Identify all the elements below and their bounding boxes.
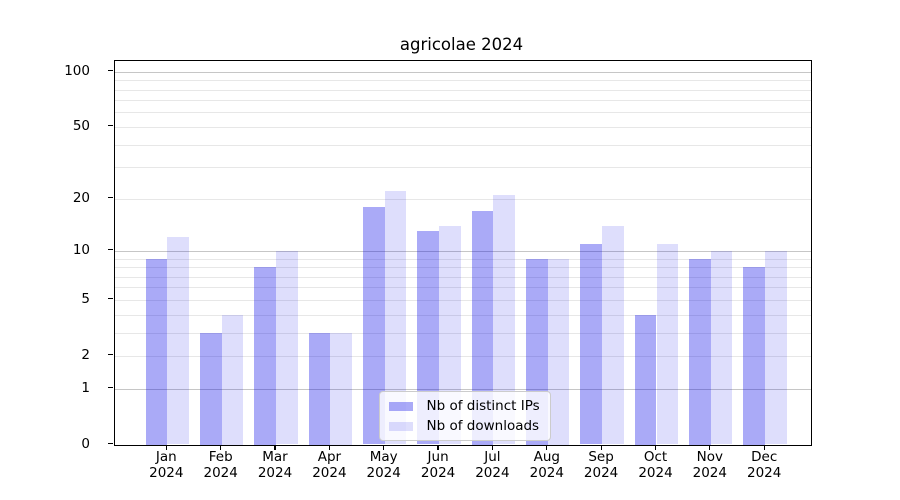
bar-may-distinct-ips (363, 206, 385, 445)
y-tick-label-100: 100 (64, 62, 90, 79)
gridline-minor-3 (114, 332, 811, 334)
bar-jan-downloads (167, 237, 189, 445)
gridline-minor-30 (114, 167, 811, 169)
bar-dec-downloads (765, 250, 787, 445)
x-tick-mark-nov (709, 445, 711, 450)
y-tick-mark-20 (108, 196, 113, 199)
plot-area: Nb of distinct IPs Nb of downloads (113, 60, 812, 446)
bar-jul-downloads (493, 194, 516, 445)
legend-swatch-ips (388, 401, 413, 411)
gridline-minor-60 (114, 112, 811, 114)
bar-oct-downloads (656, 243, 679, 445)
bar-nov-distinct-ips (689, 258, 711, 445)
x-tick-mark-feb (220, 445, 222, 450)
gridline-minor-4 (114, 314, 811, 316)
bar-mar-distinct-ips (254, 267, 276, 445)
bar-sep-distinct-ips (580, 243, 603, 445)
gridline-minor-80 (114, 89, 811, 91)
x-tick-label-sep: Sep 2024 (583, 449, 619, 481)
gridline-minor-20 (114, 198, 811, 200)
gridline-major-100 (114, 71, 811, 73)
gridline-minor-7 (114, 276, 811, 278)
gridline-minor-9 (114, 258, 811, 260)
gridline-minor-2 (114, 355, 811, 357)
bar-jul-distinct-ips (471, 211, 494, 445)
x-tick-mark-oct (654, 445, 657, 450)
y-tick-mark-100 (108, 70, 113, 72)
y-tick-mark-5 (108, 298, 113, 300)
x-tick-mark-jun (437, 445, 439, 450)
x-tick-mark-mar (274, 445, 276, 450)
legend-item-ips: Nb of distinct IPs (388, 398, 540, 414)
bar-nov-downloads (710, 250, 733, 445)
gridline-minor-5 (114, 299, 811, 301)
bar-feb-downloads (221, 314, 244, 445)
gridline-minor-6 (114, 287, 811, 289)
legend-swatch-downloads (388, 421, 413, 431)
chart-title: agricolae 2024 (399, 35, 524, 54)
y-tick-label-5: 5 (81, 290, 90, 307)
gridline-major-1 (114, 388, 811, 390)
x-tick-label-jul: Jul 2024 (475, 449, 510, 481)
x-tick-label-feb: Feb 2024 (203, 449, 238, 481)
x-tick-label-jun: Jun 2024 (420, 449, 456, 481)
bar-dec-distinct-ips (743, 267, 766, 445)
x-tick-label-mar: Mar 2024 (257, 449, 293, 481)
y-tick-mark-10 (108, 249, 113, 251)
y-tick-mark-2 (108, 354, 113, 356)
bar-jun-downloads (439, 225, 461, 445)
x-tick-mark-apr (328, 445, 330, 450)
x-tick-label-nov: Nov 2024 (692, 449, 727, 481)
legend-label-ips: Nb of distinct IPs (426, 398, 540, 414)
x-tick-label-apr: Apr 2024 (312, 449, 347, 481)
x-tick-mark-sep (600, 445, 602, 450)
gridline-minor-90 (114, 80, 811, 82)
y-tick-label-1: 1 (81, 379, 90, 396)
bar-aug-downloads (547, 258, 570, 445)
legend-item-downloads: Nb of downloads (388, 418, 540, 434)
bar-apr-distinct-ips (308, 332, 331, 445)
gridline-minor-8 (114, 267, 811, 268)
bar-sep-downloads (602, 225, 624, 445)
x-tick-label-may: May 2024 (366, 449, 401, 481)
x-tick-label-oct: Oct 2024 (638, 449, 673, 481)
gridline-major-10 (114, 250, 811, 252)
gridline-minor-70 (114, 100, 811, 102)
x-tick-label-dec: Dec 2024 (747, 449, 782, 481)
x-tick-mark-dec (763, 445, 765, 450)
bar-feb-distinct-ips (200, 332, 222, 445)
gridline-minor-50 (114, 126, 811, 128)
bar-mar-downloads (276, 250, 298, 445)
y-tick-mark-50 (108, 125, 113, 127)
y-tick-label-0: 0 (81, 435, 90, 452)
bar-jan-distinct-ips (145, 258, 168, 445)
x-tick-mark-may (383, 445, 385, 450)
bar-apr-downloads (330, 332, 353, 445)
y-tick-mark-1 (108, 386, 113, 389)
bar-may-downloads (384, 191, 407, 445)
x-tick-mark-jan (165, 445, 167, 450)
y-tick-mark-0 (108, 442, 113, 445)
gridline-minor-40 (114, 144, 811, 146)
y-tick-label-50: 50 (72, 117, 90, 134)
bar-oct-distinct-ips (634, 314, 657, 445)
x-tick-mark-aug (546, 445, 548, 450)
y-tick-label-20: 20 (72, 189, 90, 206)
y-tick-label-2: 2 (81, 346, 90, 363)
y-tick-label-10: 10 (72, 241, 90, 258)
x-tick-label-aug: Aug 2024 (529, 449, 564, 481)
legend-label-downloads: Nb of downloads (426, 418, 540, 434)
legend: Nb of distinct IPs Nb of downloads (378, 391, 551, 441)
x-tick-mark-jul (491, 445, 494, 450)
x-tick-label-jan: Jan 2024 (149, 449, 184, 481)
